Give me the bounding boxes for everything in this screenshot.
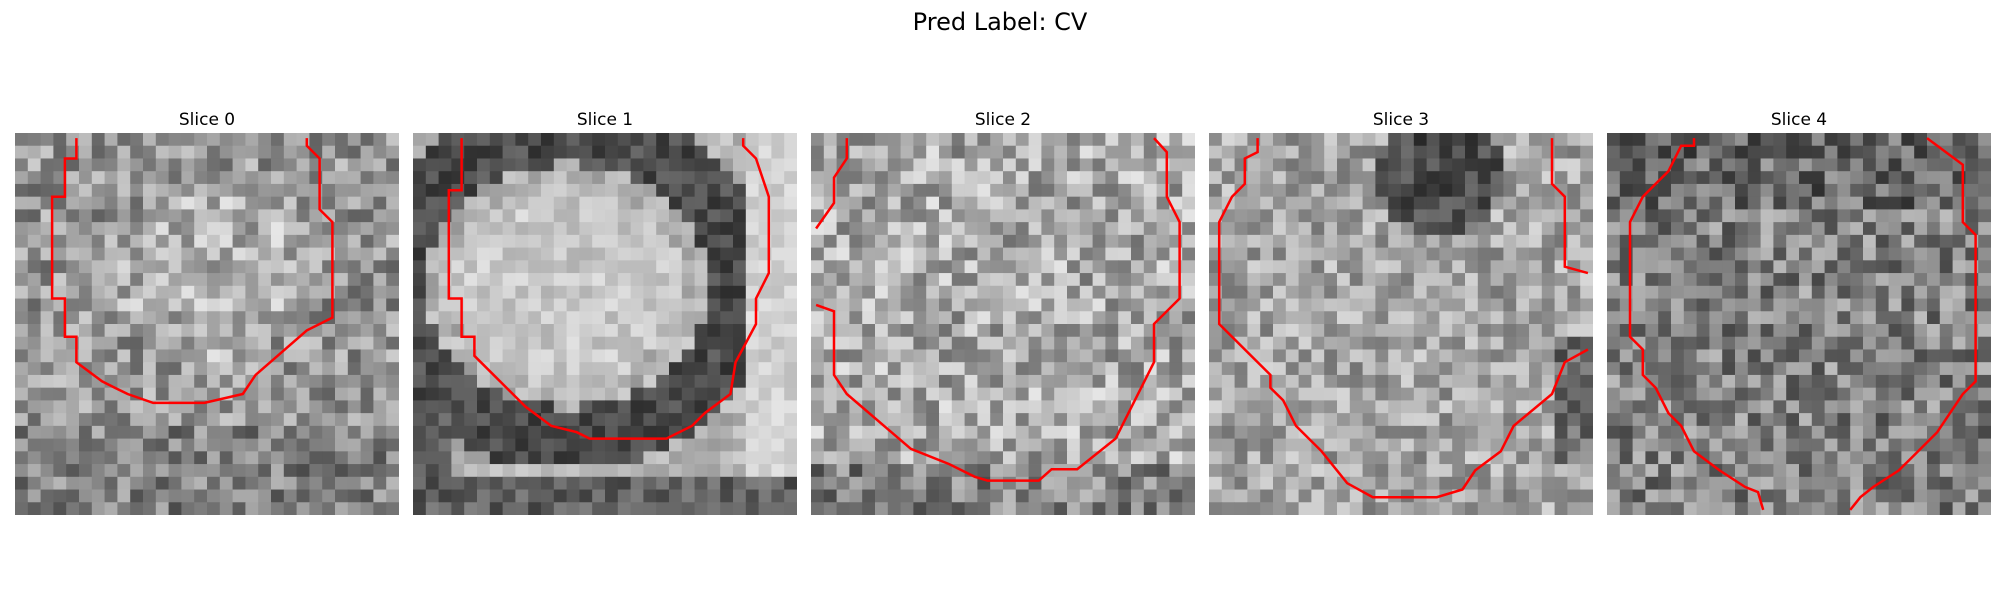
contour-line <box>815 137 1181 482</box>
slice-panel-3: Slice 3 <box>1209 110 1593 515</box>
contour-line <box>1217 138 1589 499</box>
contour-line <box>1550 138 1589 275</box>
contour-line <box>447 138 771 440</box>
slice-panel-2: Slice 2 <box>811 110 1195 515</box>
figure-title: Pred Label: CV <box>912 8 1088 36</box>
slice-title: Slice 3 <box>1372 110 1430 130</box>
slice-panel-4: Slice 4 <box>1607 110 1991 515</box>
contour-line <box>1849 137 1977 511</box>
slice-image-0 <box>15 133 399 515</box>
slice-image-3 <box>1209 133 1593 515</box>
contour-line <box>815 138 849 230</box>
slice-image-1 <box>413 133 797 515</box>
slice-image-2 <box>811 133 1195 515</box>
slice-title: Slice 0 <box>178 110 236 130</box>
contour-line <box>50 138 334 405</box>
slice-title: Slice 2 <box>974 110 1032 130</box>
contour-line <box>1628 138 1765 511</box>
slice-title: Slice 4 <box>1770 110 1828 130</box>
slice-panel-0: Slice 0 <box>15 110 399 515</box>
slice-image-4 <box>1607 133 1991 515</box>
slice-title: Slice 1 <box>576 110 634 130</box>
slice-panel-1: Slice 1 <box>413 110 797 515</box>
